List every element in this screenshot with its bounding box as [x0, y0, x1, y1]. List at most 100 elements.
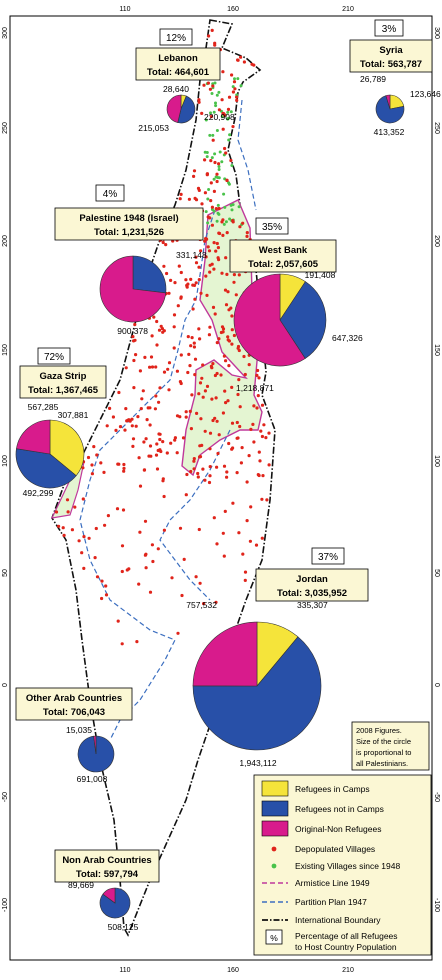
depopulated-village-dot: [131, 437, 136, 441]
depopulated-village-dot: [209, 181, 213, 185]
legend-pct-symbol: %: [270, 933, 278, 943]
depopulated-village-dot: [208, 431, 213, 435]
depopulated-village-dot: [196, 471, 200, 476]
depopulated-village-dot: [255, 406, 259, 410]
westbank-label-box: [229, 239, 337, 273]
depopulated-village-dot: [209, 199, 213, 203]
depopulated-village-dot: [132, 358, 136, 363]
depopulated-village-dot: [192, 467, 196, 471]
depopulated-village-dot: [257, 376, 261, 380]
westbank-value-non_refugees: 1,218,871: [236, 383, 274, 393]
depopulated-village-dot: [144, 566, 148, 570]
legend-swatch-non-refugees: [261, 820, 289, 837]
depopulated-village-dot: [241, 552, 245, 556]
depopulated-village-dot: [225, 470, 229, 474]
depopulated-village-dot: [156, 448, 160, 453]
depopulated-village-dot: [159, 449, 163, 454]
existing-village-dot: [231, 203, 235, 207]
region-lebanon: Lebanon Total: 464,601 12% 28,640 220,908 215…: [135, 28, 235, 133]
depopulated-village-dot: [184, 278, 188, 282]
depopulated-village-dot: [235, 95, 239, 99]
depopulated-village-dot: [167, 291, 171, 295]
existing-village-dot: [217, 90, 221, 94]
depopulated-village-dot: [148, 444, 153, 448]
depopulated-village-dot: [104, 593, 109, 597]
lebanon-total: Total: 464,601: [147, 67, 210, 78]
depopulated-village-dot: [219, 373, 223, 377]
depopulated-village-dot: [211, 305, 216, 309]
depopulated-village-dot: [204, 255, 208, 259]
depopulated-village-dot: [235, 420, 239, 425]
westbank-total: Total: 2,057,605: [248, 259, 319, 270]
depopulated-village-dot: [226, 107, 231, 111]
depopulated-village-dot: [205, 293, 209, 297]
depopulated-village-dot: [178, 380, 182, 384]
syria-value-not_in_camps: 413,352: [374, 127, 405, 137]
depopulated-village-dot: [216, 256, 220, 260]
depopulated-village-dot: [227, 364, 231, 368]
existing-village-dot: [215, 129, 219, 132]
depopulated-village-dot: [222, 554, 226, 558]
depopulated-village-dot: [87, 536, 91, 540]
depopulated-village-dot: [227, 339, 231, 343]
depopulated-village-dot: [162, 264, 166, 268]
depopulated-village-dot: [194, 198, 199, 202]
westbank-slice-non_refugees: [233, 273, 306, 367]
depopulated-village-dot: [243, 578, 247, 583]
existing-village-dot: [226, 117, 230, 121]
depopulated-village-dot: [195, 411, 199, 415]
depopulated-village-dot: [222, 464, 227, 468]
y-tick-left: -100: [2, 898, 9, 912]
existing-village-dot: [220, 160, 224, 164]
depopulated-village-dot: [199, 291, 203, 295]
westbank-value-not_in_camps: 647,326: [332, 333, 363, 343]
region-nonarab: Non Arab Countries Total: 597,794 508,125 8…: [54, 849, 160, 932]
depopulated-village-dot: [141, 389, 145, 393]
y-tick-right: 150: [433, 344, 440, 356]
region-jordan: Jordan Total: 3,035,952 37% 335,307 1,943,11…: [186, 547, 369, 768]
syria-slice-non_refugees: [385, 94, 391, 110]
depopulated-village-dot: [236, 58, 240, 62]
palestine1948-value-not_in_camps: 331,148: [176, 250, 207, 260]
palestine1948-pct-box: [95, 184, 125, 202]
depopulated-village-dot: [210, 366, 214, 370]
depopulated-village-dot: [206, 81, 210, 85]
depopulated-village-dot: [225, 272, 229, 276]
depopulated-village-dot: [237, 378, 241, 382]
depopulated-village-dot: [94, 526, 98, 531]
depopulated-village-dot: [230, 421, 235, 425]
depopulated-village-dot: [189, 469, 193, 474]
depopulated-village-dot: [100, 596, 104, 601]
lebanon-value-non_refugees: 215,053: [138, 123, 169, 133]
legend-boundary: International Boundary: [295, 915, 381, 925]
nonarab-slice-non_refugees: [102, 887, 116, 904]
depopulated-village-dot: [173, 281, 177, 285]
depopulated-village-dot: [151, 559, 155, 564]
depopulated-village-dot: [203, 478, 207, 482]
depopulated-village-dot: [201, 395, 205, 399]
depopulated-village-dot: [115, 507, 120, 511]
existing-village-dot: [212, 209, 216, 213]
depopulated-village-dot: [93, 556, 97, 560]
existing-village-dot: [233, 77, 236, 81]
depopulated-village-dot: [198, 581, 202, 585]
depopulated-village-dot: [217, 337, 221, 341]
depopulated-village-dot: [257, 473, 261, 478]
depopulated-village-dot: [212, 516, 216, 520]
existing-village-dot: [222, 192, 226, 196]
depopulated-village-dot: [154, 453, 159, 457]
note-line-2: Size of the circle: [356, 737, 411, 746]
depopulated-village-dot: [161, 479, 165, 483]
depopulated-village-dot: [193, 357, 198, 361]
depopulated-village-dot: [222, 112, 226, 116]
y-tick-left: 200: [2, 235, 9, 247]
depopulated-village-dot: [229, 158, 233, 163]
depopulated-village-dot: [267, 463, 271, 467]
depopulated-village-dot: [184, 493, 188, 497]
depopulated-village-dot: [136, 415, 140, 419]
depopulated-village-dot: [179, 353, 183, 357]
depopulated-village-dot: [202, 83, 206, 87]
depopulated-village-dot: [154, 394, 158, 398]
depopulated-village-dot: [157, 400, 161, 404]
depopulated-village-dot: [57, 524, 61, 528]
